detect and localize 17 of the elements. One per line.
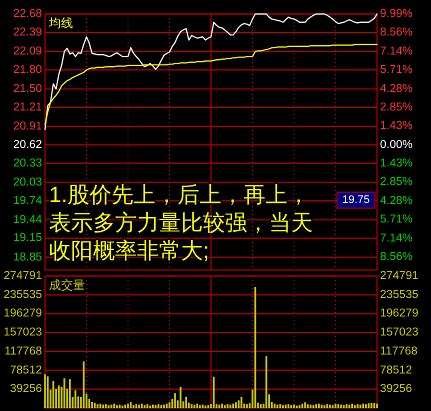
text: 5.71% [380, 64, 413, 76]
text: 9.99% [380, 8, 413, 20]
text: 成交量 [49, 278, 85, 292]
text: 7.14% [380, 232, 413, 244]
text: 8.56% [380, 26, 413, 39]
text: 1.43% [380, 158, 413, 170]
text: 4.28% [380, 194, 413, 207]
text: 均线 [48, 16, 73, 30]
annotation: 19.75 [342, 194, 370, 206]
text: 4.28% [380, 82, 413, 95]
text: 5.71% [380, 214, 413, 226]
text: 1.43% [380, 120, 413, 132]
text: 2.85% [380, 176, 413, 188]
text: 7.14% [380, 45, 413, 58]
text: 8.56% [380, 251, 413, 264]
text: 2.85% [380, 102, 413, 114]
text: 0.00% [380, 138, 413, 151]
